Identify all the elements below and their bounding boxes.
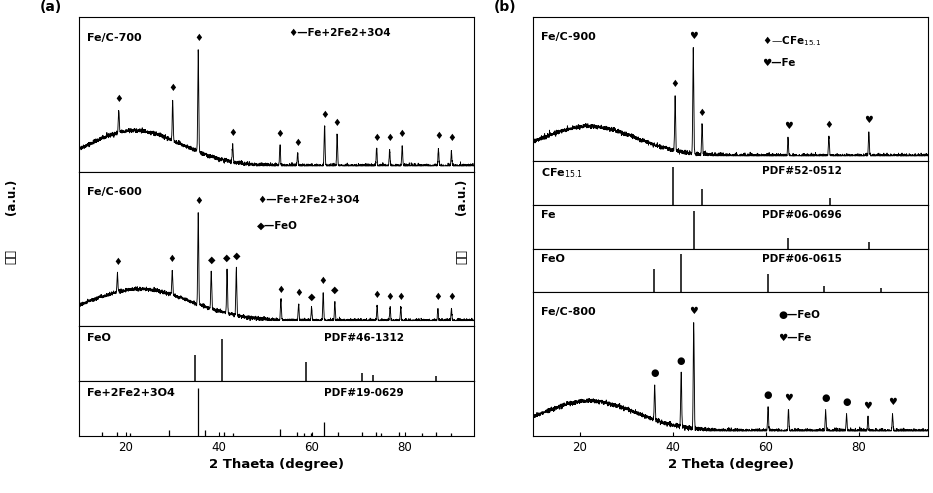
Text: Fe/C-600: Fe/C-600 — [87, 187, 142, 197]
Text: (a.u.): (a.u.) — [5, 179, 18, 215]
Text: ♦: ♦ — [275, 129, 285, 139]
Text: ◆: ◆ — [308, 291, 315, 301]
Text: ♦: ♦ — [319, 276, 327, 286]
Text: ♦: ♦ — [276, 284, 285, 295]
Text: FeO: FeO — [87, 333, 111, 343]
Text: ♦: ♦ — [194, 33, 202, 43]
Text: ♥—Fe: ♥—Fe — [762, 58, 796, 68]
Text: ◆—FeO: ◆—FeO — [257, 221, 298, 231]
Text: ♥: ♥ — [689, 31, 698, 41]
Text: CFe$_{15.1}$: CFe$_{15.1}$ — [541, 167, 583, 180]
Text: ♦: ♦ — [698, 108, 706, 118]
Text: ♥: ♥ — [784, 121, 792, 131]
Text: ♦: ♦ — [671, 79, 679, 89]
Text: ◆: ◆ — [232, 251, 240, 261]
Text: Fe/C-800: Fe/C-800 — [541, 307, 596, 317]
Text: ◆: ◆ — [207, 255, 215, 265]
Text: ●: ● — [821, 393, 830, 403]
Text: ♦: ♦ — [434, 292, 442, 302]
Text: ♥: ♥ — [784, 393, 793, 403]
Text: ♦: ♦ — [294, 288, 303, 298]
Text: ◆: ◆ — [331, 285, 339, 295]
Text: ◆: ◆ — [223, 252, 230, 263]
Text: ♦: ♦ — [447, 134, 456, 143]
Text: ♦: ♦ — [229, 128, 237, 138]
Text: ♦: ♦ — [194, 196, 202, 206]
Text: PDF#52-0512: PDF#52-0512 — [762, 167, 842, 176]
Text: ♥—Fe: ♥—Fe — [778, 333, 812, 343]
Text: (a.u.): (a.u.) — [455, 179, 468, 215]
Text: ●: ● — [677, 355, 686, 366]
Text: ♦—Fe+2Fe2+3O4: ♦—Fe+2Fe2+3O4 — [257, 195, 359, 205]
Text: ♦: ♦ — [825, 119, 833, 130]
Text: ●—FeO: ●—FeO — [778, 310, 820, 319]
Text: ●: ● — [764, 390, 773, 400]
X-axis label: 2 Theta (degree): 2 Theta (degree) — [668, 458, 794, 471]
Text: Fe/C-700: Fe/C-700 — [87, 33, 142, 43]
X-axis label: 2 Thaeta (degree): 2 Thaeta (degree) — [209, 458, 344, 471]
Text: ♦: ♦ — [385, 133, 394, 142]
Text: ♥: ♥ — [689, 306, 698, 316]
Text: ♦: ♦ — [333, 117, 341, 128]
Text: 强度: 强度 — [5, 249, 18, 264]
Text: ♦: ♦ — [434, 132, 443, 141]
Text: ♦: ♦ — [447, 292, 456, 302]
Text: ♦: ♦ — [168, 254, 176, 264]
Text: ♦: ♦ — [372, 133, 381, 143]
Text: ♦—Fe+2Fe2+3O4: ♦—Fe+2Fe2+3O4 — [288, 28, 391, 38]
Text: ♦: ♦ — [293, 138, 302, 148]
Text: Fe+2Fe2+3O4: Fe+2Fe2+3O4 — [87, 388, 175, 398]
Text: Fe: Fe — [541, 210, 556, 220]
Text: ♦—CFe$_{15.1}$: ♦—CFe$_{15.1}$ — [762, 35, 822, 48]
Text: ♦: ♦ — [115, 94, 123, 104]
Text: ♥: ♥ — [865, 115, 873, 125]
Text: (b): (b) — [494, 0, 517, 14]
Text: ♦: ♦ — [113, 257, 122, 267]
Text: ♥: ♥ — [888, 397, 897, 407]
Text: ♦: ♦ — [397, 129, 407, 139]
Text: ♦: ♦ — [397, 292, 405, 302]
Text: ♦: ♦ — [372, 290, 382, 300]
Text: (a): (a) — [40, 0, 63, 14]
Text: ♦: ♦ — [320, 110, 329, 120]
Text: PDF#06-0696: PDF#06-0696 — [762, 210, 842, 220]
Text: ●: ● — [650, 368, 659, 379]
Text: PDF#06-0615: PDF#06-0615 — [762, 254, 842, 264]
Text: ●: ● — [842, 397, 851, 407]
Text: PDF#19-0629: PDF#19-0629 — [324, 388, 404, 398]
Text: ♦: ♦ — [385, 292, 395, 302]
Text: FeO: FeO — [541, 254, 565, 264]
Text: ♥: ♥ — [864, 401, 872, 411]
Text: ♦: ♦ — [168, 83, 177, 93]
Text: Fe/C-900: Fe/C-900 — [541, 32, 596, 41]
Text: 强度: 强度 — [455, 249, 468, 264]
Text: PDF#46-1312: PDF#46-1312 — [324, 333, 404, 343]
